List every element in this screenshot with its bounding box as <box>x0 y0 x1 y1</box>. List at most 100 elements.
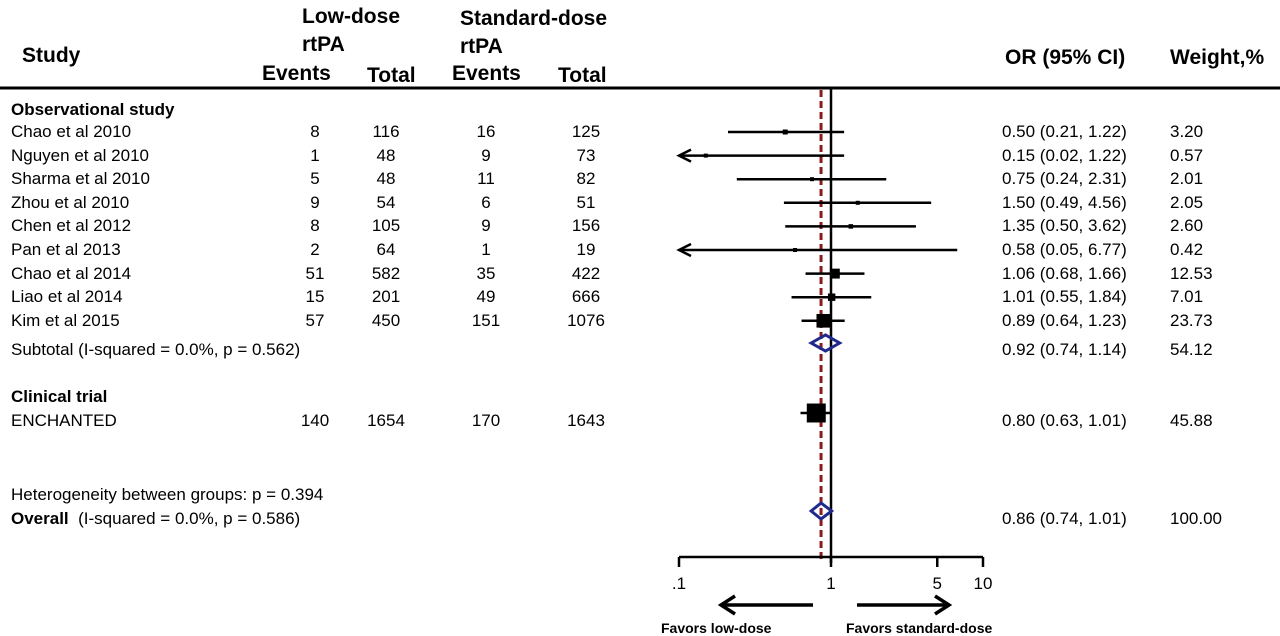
study-1-std-events: 9 <box>481 145 491 165</box>
study-8-marker <box>816 313 831 328</box>
study-0-marker <box>782 129 788 135</box>
enchanted-std-events: 170 <box>471 411 501 430</box>
study-4-ci-text: 1.35 (0.50, 3.62) <box>1002 216 1127 236</box>
group-label-observational: Observational study <box>11 100 175 119</box>
study-4-marker <box>848 224 854 229</box>
study-8-name: Kim et al 2015 <box>11 310 120 330</box>
study-5-low-events: 2 <box>310 240 320 259</box>
study-4-std-events: 9 <box>481 216 491 236</box>
study-6-std-total: 422 <box>571 263 601 283</box>
study-5-ci-arrow <box>676 242 692 258</box>
study-7-name: Liao et al 2014 <box>11 287 123 307</box>
study-7-low-events: 15 <box>305 287 325 307</box>
favors-low-arrow-head <box>717 594 736 616</box>
study-6-low-events: 51 <box>305 263 325 283</box>
enchanted-low-total: 1654 <box>367 411 405 430</box>
study-0-low-total: 116 <box>372 122 400 141</box>
study-4-low-events: 8 <box>310 216 320 236</box>
study-6-ci-text: 1.06 (0.68, 1.66) <box>1002 263 1127 283</box>
study-6-name: Chao et al 2014 <box>11 263 132 283</box>
overall-ci: 0.86 (0.74, 1.01) <box>1002 509 1127 528</box>
study-0-std-total: 125 <box>571 122 601 141</box>
study-0-std-events: 16 <box>476 122 496 141</box>
header-or: OR (95% CI) <box>1005 46 1126 69</box>
overall-weight: 100.00 <box>1170 509 1222 528</box>
study-2-low-total: 48 <box>376 169 396 189</box>
header-low-events: Events <box>262 62 331 85</box>
header-std-total: Total <box>558 64 607 87</box>
x-tick-label-3: 10 <box>973 574 993 593</box>
enchanted-ci: 0.80 (0.63, 1.01) <box>1002 411 1127 430</box>
subtotal-diamond <box>808 333 843 353</box>
study-5-std-total: 19 <box>576 240 596 259</box>
overall-row: Overall (I-squared = 0.0%, p = 0.586) <box>11 510 300 527</box>
x-tick-label-1: 1 <box>826 574 836 593</box>
study-7-ci-text: 1.01 (0.55, 1.84) <box>1002 287 1127 307</box>
study-2-std-total: 82 <box>576 169 596 189</box>
study-1-low-total: 48 <box>376 145 396 165</box>
enchanted-std-total: 1643 <box>567 411 605 430</box>
favors-low-label: Favors low-dose <box>661 620 772 636</box>
study-8-low-events: 57 <box>305 310 325 330</box>
study-2-weight: 2.01 <box>1170 169 1204 189</box>
study-2-low-events: 5 <box>310 169 320 189</box>
study-3-std-total: 51 <box>576 192 596 212</box>
study-1-ci-text: 0.15 (0.02, 1.22) <box>1002 145 1127 165</box>
favors-std-arrow-head <box>934 594 953 616</box>
study-7-std-events: 49 <box>476 287 496 307</box>
study-2-name: Sharma et al 2010 <box>11 169 150 189</box>
group-label-clinical: Clinical trial <box>11 387 108 406</box>
study-0-weight: 3.20 <box>1170 122 1204 141</box>
study-4-name: Chen et al 2012 <box>11 216 132 236</box>
study-3-std-events: 6 <box>481 192 491 212</box>
study-1-ci-arrow <box>676 148 692 163</box>
enchanted-marker <box>806 403 826 423</box>
study-3-marker <box>855 200 860 205</box>
subtotal-weight: 54.12 <box>1170 340 1213 359</box>
study-4-weight: 2.60 <box>1170 216 1204 236</box>
header-low-group-line1: Low-dose <box>302 5 400 28</box>
header-std-group-line1: Standard-dose <box>460 7 608 30</box>
study-2-ci-text: 0.75 (0.24, 2.31) <box>1002 169 1127 189</box>
x-tick-label-0: .1 <box>671 574 687 593</box>
study-5-ci-text: 0.58 (0.05, 6.77) <box>1002 240 1127 259</box>
study-name-enchanted: ENCHANTED <box>11 411 117 430</box>
study-7-weight: 7.01 <box>1170 287 1204 307</box>
study-5-marker <box>793 248 798 252</box>
study-3-weight: 2.05 <box>1170 192 1204 212</box>
study-8-std-total: 1076 <box>567 310 605 330</box>
x-tick-label-2: 5 <box>932 574 942 593</box>
study-3-name: Zhou et al 2010 <box>11 192 130 212</box>
study-5-name: Pan et al 2013 <box>11 240 121 259</box>
study-6-low-total: 582 <box>371 263 401 283</box>
study-8-ci-text: 0.89 (0.64, 1.23) <box>1002 310 1127 330</box>
study-7-marker <box>827 293 836 301</box>
study-0-ci-text: 0.50 (0.21, 1.22) <box>1002 122 1127 141</box>
study-4-low-total: 105 <box>371 216 401 236</box>
enchanted-low-events: 140 <box>300 411 330 430</box>
header-weight: Weight,% <box>1170 46 1265 69</box>
study-0-low-events: 8 <box>310 122 320 141</box>
study-8-weight: 23.73 <box>1170 310 1213 330</box>
study-6-marker <box>829 268 840 279</box>
overall-detail: (I-squared = 0.0%, p = 0.586) <box>78 509 301 528</box>
header-std-events: Events <box>452 62 521 85</box>
header-low-total: Total <box>367 64 416 87</box>
overall-diamond <box>808 501 835 521</box>
study-4-std-total: 156 <box>571 216 601 236</box>
study-8-low-total: 450 <box>371 310 401 330</box>
study-6-std-events: 35 <box>476 263 496 283</box>
study-0-name: Chao et al 2010 <box>11 122 132 141</box>
study-8-std-events: 151 <box>471 310 501 330</box>
subtotal-ci: 0.92 (0.74, 1.14) <box>1002 340 1127 359</box>
header-low-group-line2: rtPA <box>302 33 345 56</box>
study-1-name: Nguyen et al 2010 <box>11 145 149 165</box>
study-1-weight: 0.57 <box>1170 145 1204 165</box>
study-3-low-events: 9 <box>310 192 320 212</box>
study-6-weight: 12.53 <box>1170 263 1213 283</box>
study-7-std-total: 666 <box>571 287 601 307</box>
header-study: Study <box>22 44 81 67</box>
study-1-low-events: 1 <box>310 145 320 165</box>
overall-label: Overall <box>11 509 69 528</box>
study-2-marker <box>810 177 815 182</box>
